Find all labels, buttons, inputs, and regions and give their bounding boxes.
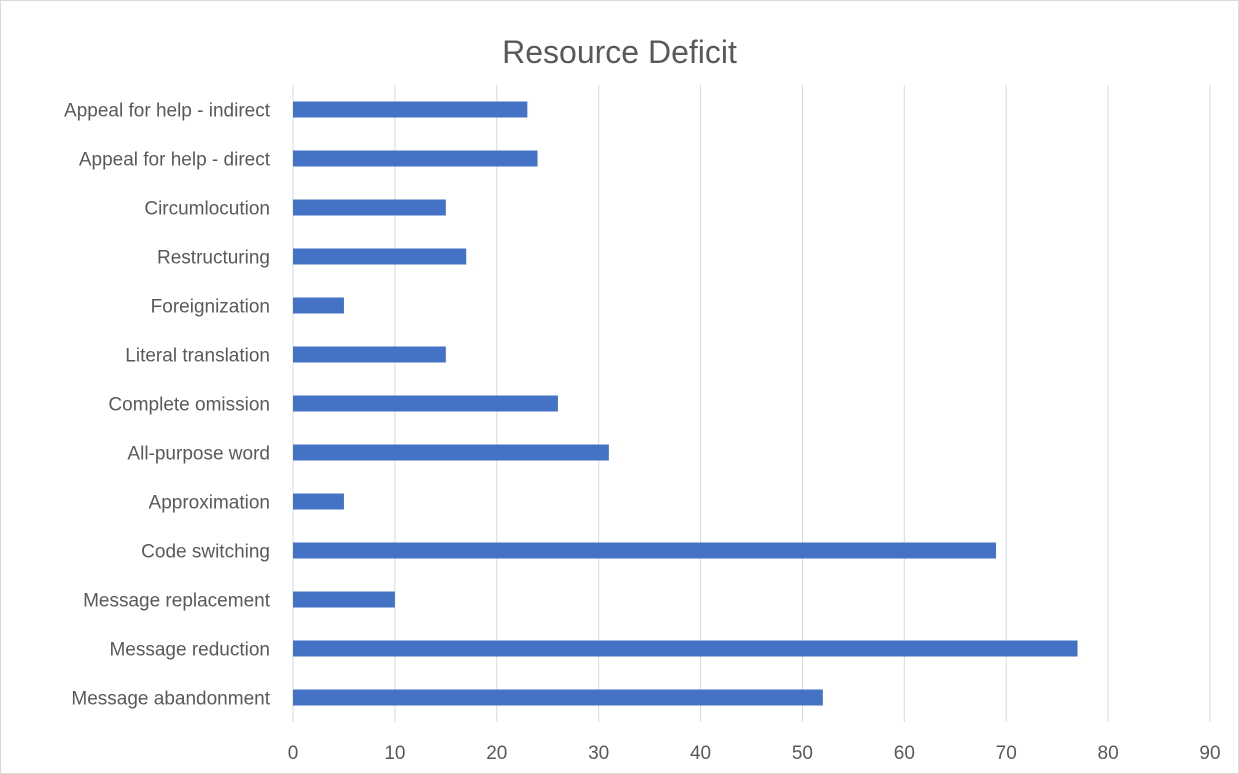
bar (293, 591, 395, 608)
category-label: Literal translation (125, 346, 270, 367)
category-label: Restructuring (157, 248, 270, 269)
category-labels: Message abandonment Message reduction Mess… (64, 101, 271, 710)
bar (293, 640, 1078, 657)
bar (293, 199, 446, 216)
x-tick-label: 90 (1199, 743, 1220, 764)
x-tick-label: 50 (792, 743, 813, 764)
bar (293, 444, 609, 461)
x-tick-labels: 0 10 20 30 40 50 60 70 80 90 (288, 743, 1221, 764)
bar (293, 542, 997, 559)
x-tick-label: 40 (690, 743, 711, 764)
x-tick-label: 80 (1098, 743, 1119, 764)
category-label: All-purpose word (127, 444, 270, 465)
category-label: Appeal for help - indirect (64, 101, 271, 122)
bars (293, 101, 1078, 706)
bar (293, 248, 467, 265)
bar (293, 689, 823, 706)
category-label: Code switching (141, 542, 270, 563)
x-tick-label: 10 (384, 743, 405, 764)
x-tick-label: 60 (894, 743, 915, 764)
x-tick-label: 0 (288, 743, 299, 764)
category-label: Foreignization (151, 297, 270, 318)
bar (293, 101, 528, 118)
category-label: Complete omission (108, 395, 270, 416)
bar (293, 395, 558, 412)
category-label: Approximation (149, 493, 270, 514)
category-label: Message replacement (83, 591, 271, 612)
x-tick-label: 30 (588, 743, 609, 764)
category-label: Appeal for help - direct (79, 150, 271, 171)
bar (293, 346, 446, 363)
chart-title: Resource Deficit (502, 34, 737, 70)
bar (293, 150, 538, 167)
gridlines (394, 85, 1211, 722)
category-label: Circumlocution (144, 199, 270, 220)
bar (293, 297, 344, 314)
category-label: Message reduction (109, 640, 270, 661)
category-label: Message abandonment (71, 689, 270, 710)
x-tick-label: 20 (486, 743, 507, 764)
x-tick-label: 70 (996, 743, 1017, 764)
bar (293, 493, 344, 510)
